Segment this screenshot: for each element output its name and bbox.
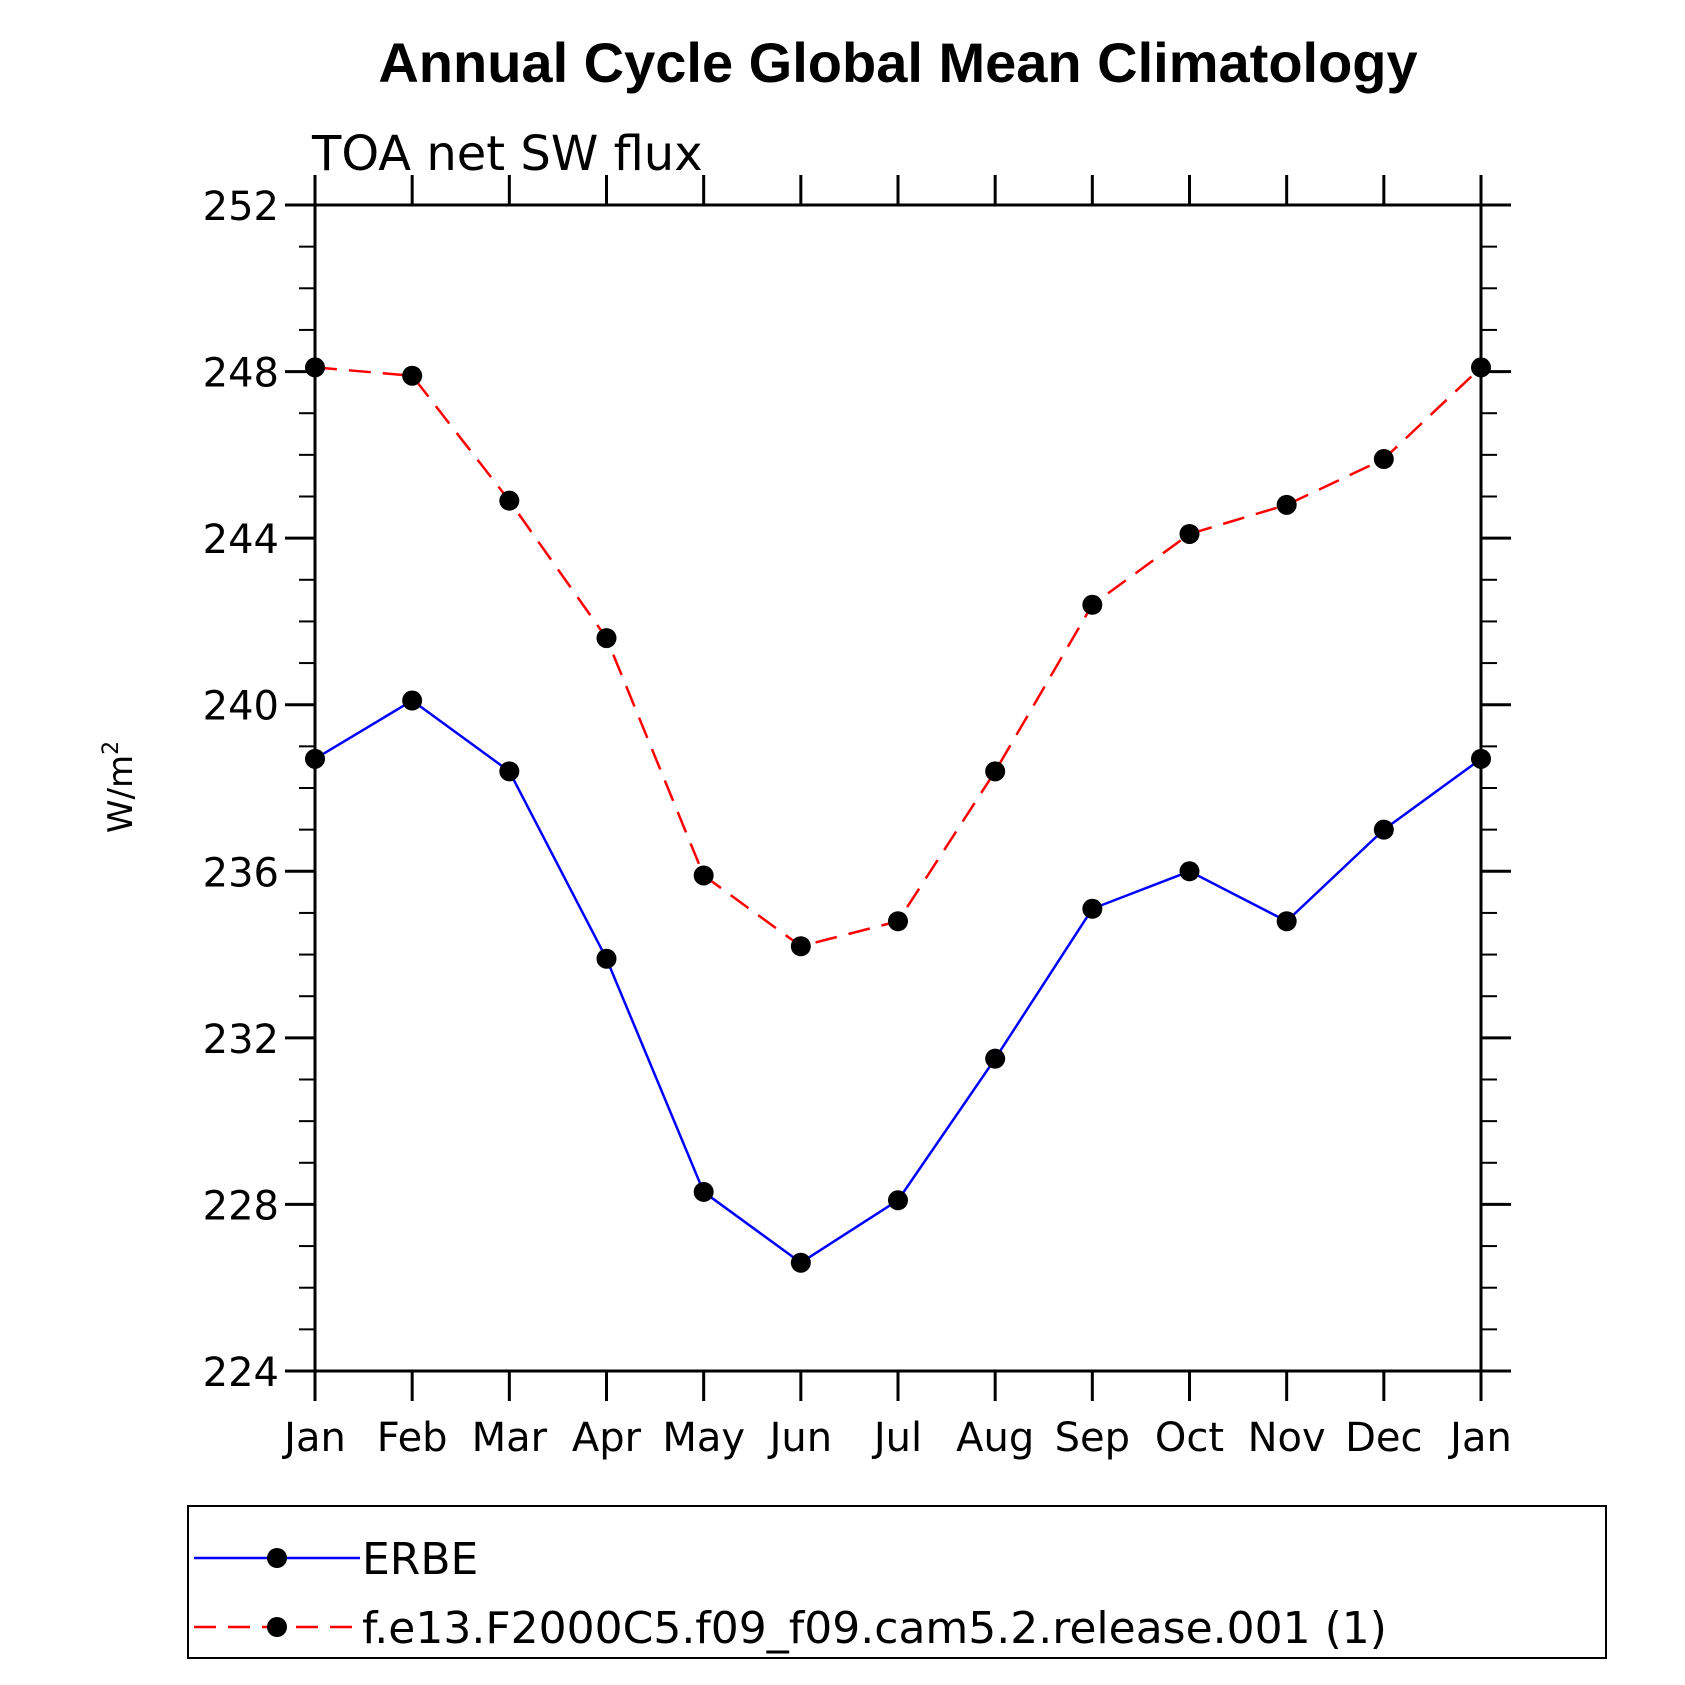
legend-label-0: ERBE xyxy=(362,1534,478,1585)
series-line-1 xyxy=(314,366,1482,948)
series-1 xyxy=(305,357,1491,957)
legend: ERBE f.e13.F2000C5.f09_f09.cam5.2.release… xyxy=(187,1505,1607,1659)
chart-title: Annual Cycle Global Mean Climatology xyxy=(378,31,1417,94)
y-axis-label-unit: W/m xyxy=(101,755,141,833)
y-tick-label: 248 xyxy=(203,351,279,397)
data-point xyxy=(1179,861,1200,882)
data-point xyxy=(1373,819,1394,840)
x-tick-label: May xyxy=(662,1415,745,1461)
y-tick-label: 228 xyxy=(203,1183,279,1229)
y-tick-label: 232 xyxy=(203,1017,279,1063)
data-point xyxy=(693,1181,714,1202)
data-point xyxy=(1082,898,1103,919)
data-point xyxy=(305,748,325,769)
x-tick-label: Feb xyxy=(377,1415,448,1461)
y-axis-label-superscript: 2 xyxy=(99,741,124,755)
y-tick-label: 240 xyxy=(203,684,279,730)
x-tick-label: Aug xyxy=(956,1415,1034,1461)
data-point xyxy=(305,357,325,378)
data-point xyxy=(596,628,617,649)
data-point xyxy=(499,490,520,511)
data-point xyxy=(1082,594,1103,615)
y-tick-label: 224 xyxy=(203,1350,279,1396)
data-point xyxy=(402,690,423,711)
legend-marker-0 xyxy=(267,1548,287,1568)
legend-marker-1 xyxy=(267,1617,287,1637)
data-point xyxy=(596,948,617,969)
y-tick-label: 252 xyxy=(203,184,279,230)
data-point xyxy=(693,865,714,886)
axes: 224 228 232 236 240 244 248 252 Jan Feb Mar Apr May J… xyxy=(203,175,1512,1461)
legend-label-1: f.e13.F2000C5.f09_f09.cam5.2.release.001… xyxy=(362,1603,1387,1654)
data-point xyxy=(1471,748,1491,769)
data-point xyxy=(1471,357,1491,378)
x-tick-label: Nov xyxy=(1248,1415,1326,1461)
data-point xyxy=(888,1190,908,1211)
x-tick-label: Mar xyxy=(472,1415,548,1461)
data-point xyxy=(985,761,1006,782)
series-layer xyxy=(305,357,1491,1273)
data-point xyxy=(790,1252,811,1273)
x-tick-label: Sep xyxy=(1055,1415,1130,1461)
legend-box xyxy=(187,1505,1607,1659)
data-point xyxy=(790,936,811,957)
x-tick-label: Jan xyxy=(1447,1415,1512,1461)
x-tick-label: Jan xyxy=(281,1415,346,1461)
legend-items: ERBE f.e13.F2000C5.f09_f09.cam5.2.release… xyxy=(194,1534,1387,1654)
y-tick-label: 236 xyxy=(203,850,279,896)
chart-subtitle: TOA net SW flux xyxy=(311,126,703,182)
data-point xyxy=(888,911,908,932)
data-point xyxy=(499,761,520,782)
data-point xyxy=(1373,449,1394,470)
y-axis-label: W/m2 xyxy=(99,741,141,833)
series-line-0 xyxy=(314,699,1482,1264)
x-tick-label: Apr xyxy=(572,1415,642,1461)
data-point xyxy=(1276,494,1297,515)
series-0 xyxy=(305,690,1491,1273)
x-tick-label: Jul xyxy=(871,1415,922,1461)
data-point xyxy=(985,1048,1006,1069)
x-tick-label: Oct xyxy=(1155,1415,1224,1461)
data-point xyxy=(402,365,423,386)
data-point xyxy=(1179,523,1200,544)
x-tick-label: Jun xyxy=(767,1415,833,1461)
x-tick-label: Dec xyxy=(1345,1415,1422,1461)
y-tick-label: 244 xyxy=(203,517,279,563)
data-point xyxy=(1276,911,1297,932)
